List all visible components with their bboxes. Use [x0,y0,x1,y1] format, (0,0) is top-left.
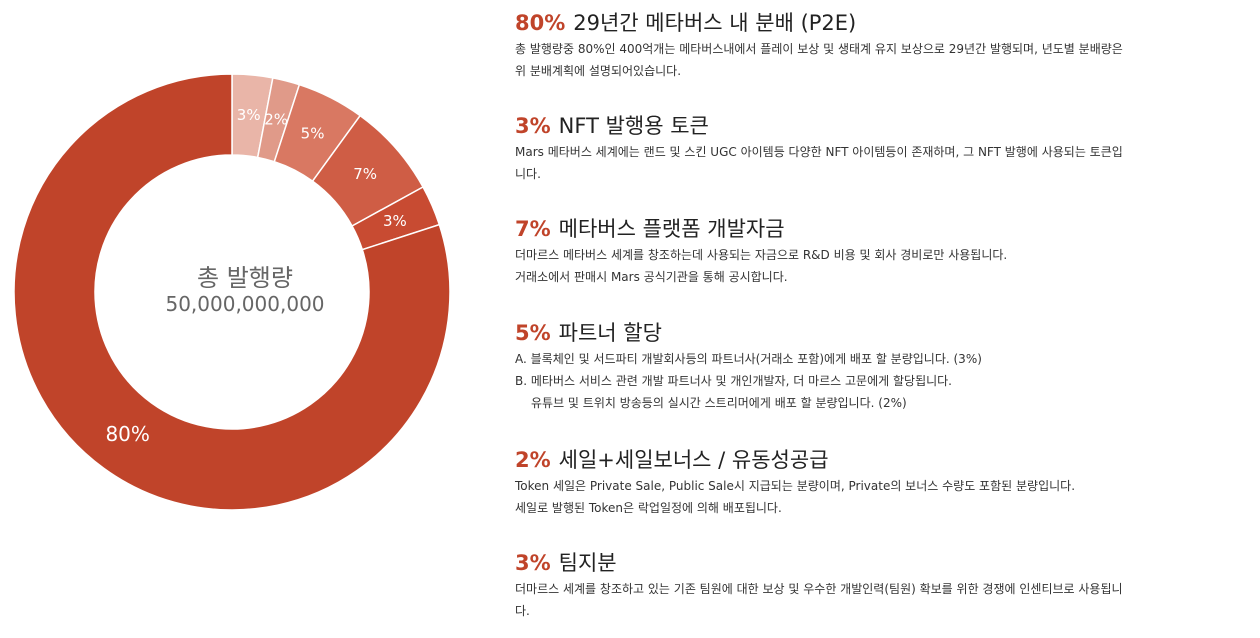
allocation-heading: 3% NFT 발행용 토큰 [515,111,1245,141]
donut-svg: 3% 2%5%7%3%80% [13,73,451,511]
allocation-title: 팀지분 [558,551,617,575]
allocation-percent: 2% [515,448,551,472]
description-line: 다. [515,604,530,618]
allocation-heading: 80% 29년간 메타버스 내 분배 (P2E) [515,8,1245,38]
donut-center-value: 50,000,000,000 [165,292,325,316]
allocation-percent: 5% [515,321,551,345]
allocation-percent: 3% [515,551,551,575]
description-line: 위 분배계획에 설명되어있습니다. [515,64,682,78]
allocation-description: 더마르스 메타버스 세계를 창조하는데 사용되는 자금으로 R&D 비용 및 회… [515,244,1245,288]
donut-slice-label: 7% [353,165,377,183]
donut-slice-label: 80% [105,422,149,446]
allocation-nft: 3% NFT 발행용 토큰 Mars 메타버스 세계에는 랜드 및 스킨 UGC … [515,111,1245,185]
donut-center-title: 총 발행량 [197,264,293,292]
description-line: 니다. [515,167,541,181]
description-line: 유튜브 및 트위치 방송등의 실시간 스트리머에게 배포 할 분량입니다. (2… [531,396,907,410]
allocation-heading: 3% 팀지분 [515,548,1245,578]
donut-slice [13,73,451,511]
description-line: 더마르스 메타버스 세계를 창조하는데 사용되는 자금으로 R&D 비용 및 회… [515,248,1008,262]
allocation-title: 29년간 메타버스 내 분배 (P2E) [573,11,857,35]
allocation-percent: 80% [515,11,566,35]
allocation-percent: 7% [515,217,551,241]
allocation-p2e: 80% 29년간 메타버스 내 분배 (P2E) 총 발행량중 80%인 400억… [515,8,1245,82]
description-line: A. 블록체인 및 서드파티 개발회사등의 파트너사(거래소 포함)에게 배포 … [515,352,982,366]
allocation-title: 메타버스 플랫폼 개발자금 [558,217,785,241]
donut-slice-label: 3% [383,212,407,230]
description-line: Token 세일은 Private Sale, Public Sale시 지급되… [515,479,1076,493]
donut-slice-label: 3% [237,106,261,124]
allocation-title: 파트너 할당 [558,321,662,345]
description-line: B. 메타버스 서비스 관련 개발 파트너사 및 개인개발자, 더 마르스 고문… [515,374,952,388]
description-line: 더마르스 세계를 창조하고 있는 기존 팀원에 대한 보상 및 우수한 개발인력… [515,582,1123,596]
allocation-description: Mars 메타버스 세계에는 랜드 및 스킨 UGC 아이템등 다양한 NFT … [515,141,1245,185]
allocation-sale: 2% 세일+세일보너스 / 유동성공급 Token 세일은 Private Sal… [515,445,1245,519]
allocation-platform-dev: 7% 메타버스 플랫폼 개발자금 더마르스 메타버스 세계를 창조하는데 사용되는… [515,214,1245,288]
allocation-description: Token 세일은 Private Sale, Public Sale시 지급되… [515,475,1245,519]
donut-slice-label: 5% [301,124,325,142]
allocation-team: 3% 팀지분 더마르스 세계를 창조하고 있는 기존 팀원에 대한 보상 및 우수… [515,548,1245,622]
description-line: 거래소에서 판매시 Mars 공식기관을 통해 공시합니다. [515,270,788,284]
allocation-description: 더마르스 세계를 창조하고 있는 기존 팀원에 대한 보상 및 우수한 개발인력… [515,578,1245,622]
allocation-title: NFT 발행용 토큰 [558,114,709,138]
description-line: Mars 메타버스 세계에는 랜드 및 스킨 UGC 아이템등 다양한 NFT … [515,145,1123,159]
allocation-heading: 2% 세일+세일보너스 / 유동성공급 [515,445,1245,475]
allocation-partner: 5% 파트너 할당 A. 블록체인 및 서드파티 개발회사등의 파트너사(거래소 … [515,318,1245,414]
allocation-title: 세일+세일보너스 / 유동성공급 [558,448,829,472]
allocation-percent: 3% [515,114,551,138]
description-line: 총 발행량중 80%인 400억개는 메타버스내에서 플레이 보상 및 생태계 … [515,42,1123,56]
allocation-description: A. 블록체인 및 서드파티 개발회사등의 파트너사(거래소 포함)에게 배포 … [515,348,1245,414]
allocation-heading: 7% 메타버스 플랫폼 개발자금 [515,214,1245,244]
allocation-donut-chart: 3% 2% 5% 7% 3% 80% 총 발행량 50,000,000,000 [0,0,500,638]
donut-slice-label: 2% [264,111,288,129]
description-line: 세일로 발행된 Token은 락업일정에 의해 배포됩니다. [515,501,782,515]
allocation-description: 총 발행량중 80%인 400억개는 메타버스내에서 플레이 보상 및 생태계 … [515,38,1245,82]
allocation-heading: 5% 파트너 할당 [515,318,1245,348]
